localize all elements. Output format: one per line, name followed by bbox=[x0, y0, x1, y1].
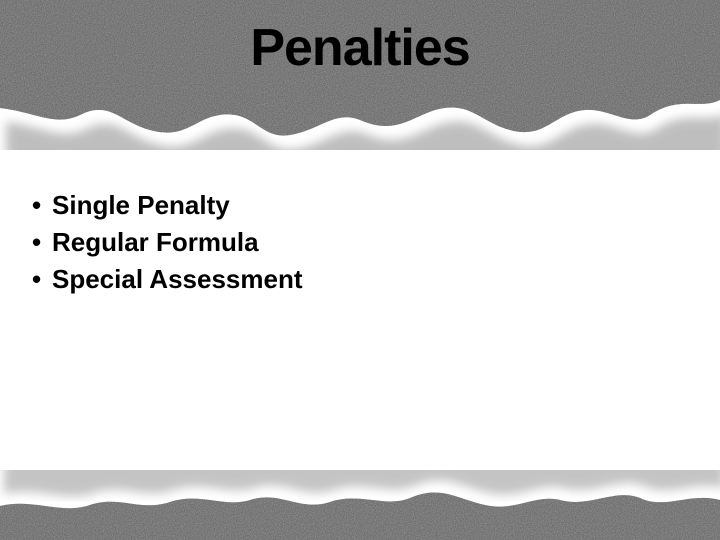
bullet-item: Single Penalty bbox=[30, 190, 303, 221]
slide-content: Single Penalty Regular Formula Special A… bbox=[30, 190, 303, 301]
slide-container: Penalties Single Penalty Regular Formula… bbox=[0, 0, 720, 540]
bullet-list: Single Penalty Regular Formula Special A… bbox=[30, 190, 303, 295]
bullet-item: Special Assessment bbox=[30, 264, 303, 295]
bullet-item: Regular Formula bbox=[30, 227, 303, 258]
bottom-noise-svg bbox=[0, 470, 720, 540]
bottom-texture-band bbox=[0, 470, 720, 540]
slide-title: Penalties bbox=[0, 18, 720, 78]
